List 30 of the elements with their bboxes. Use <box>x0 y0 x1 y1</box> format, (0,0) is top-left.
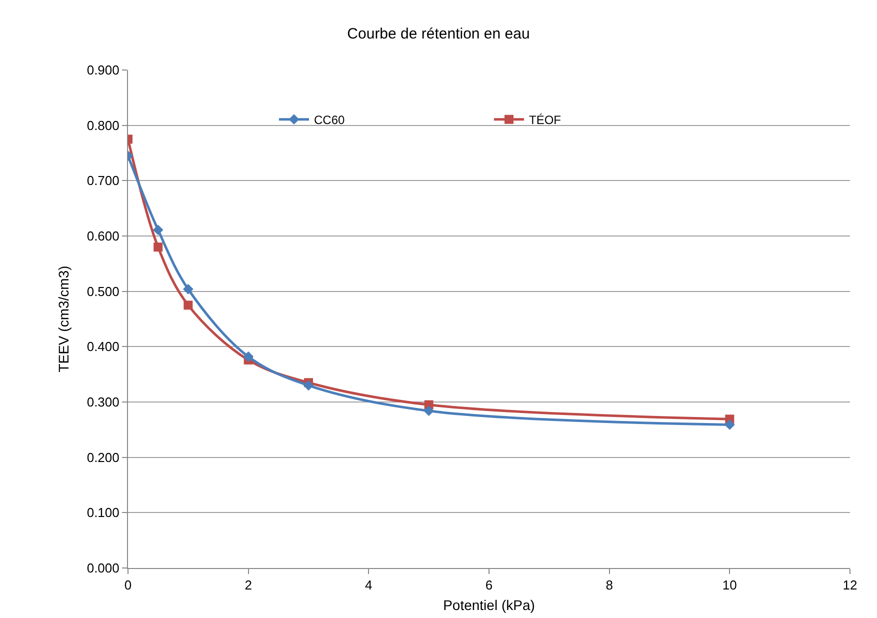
y-tick-label: 0.400 <box>86 339 120 354</box>
legend-label: CC60 <box>314 113 346 128</box>
x-tick-label: 12 <box>842 578 858 593</box>
point <box>303 380 314 391</box>
chart-title: Courbe de rétention en eau <box>347 25 530 42</box>
y-tick-label: 0.200 <box>86 450 120 465</box>
y-tick-label: 0.300 <box>86 394 120 410</box>
x-tick-label: 4 <box>365 578 372 593</box>
y-tick-label: 0.900 <box>86 62 120 78</box>
point <box>182 284 194 294</box>
point <box>184 300 193 310</box>
legend-label: TÉOF <box>529 113 561 128</box>
y-tick-label: 0.600 <box>86 228 120 244</box>
point <box>424 406 434 416</box>
x-tick-label: 0 <box>124 578 132 593</box>
x-tick-label: 6 <box>485 578 493 593</box>
point <box>152 224 164 236</box>
y-tick-label: 0.000 <box>86 560 120 576</box>
y-tick-label: 0.700 <box>86 173 120 188</box>
x-tick-label: 2 <box>244 578 252 593</box>
point <box>243 351 254 362</box>
point <box>724 419 735 430</box>
point <box>154 242 163 252</box>
y-tick-label: 0.100 <box>86 505 120 520</box>
x-tick-label: 10 <box>722 578 737 593</box>
x-tick-label: 8 <box>606 578 613 593</box>
y-tick-label: 0.800 <box>86 118 120 133</box>
y-axis-title: TEEV (cm3/cm3) <box>55 266 72 372</box>
y-tick-label: 0.500 <box>86 284 120 299</box>
x-axis-title: Potentiel (kPa) <box>443 596 535 613</box>
